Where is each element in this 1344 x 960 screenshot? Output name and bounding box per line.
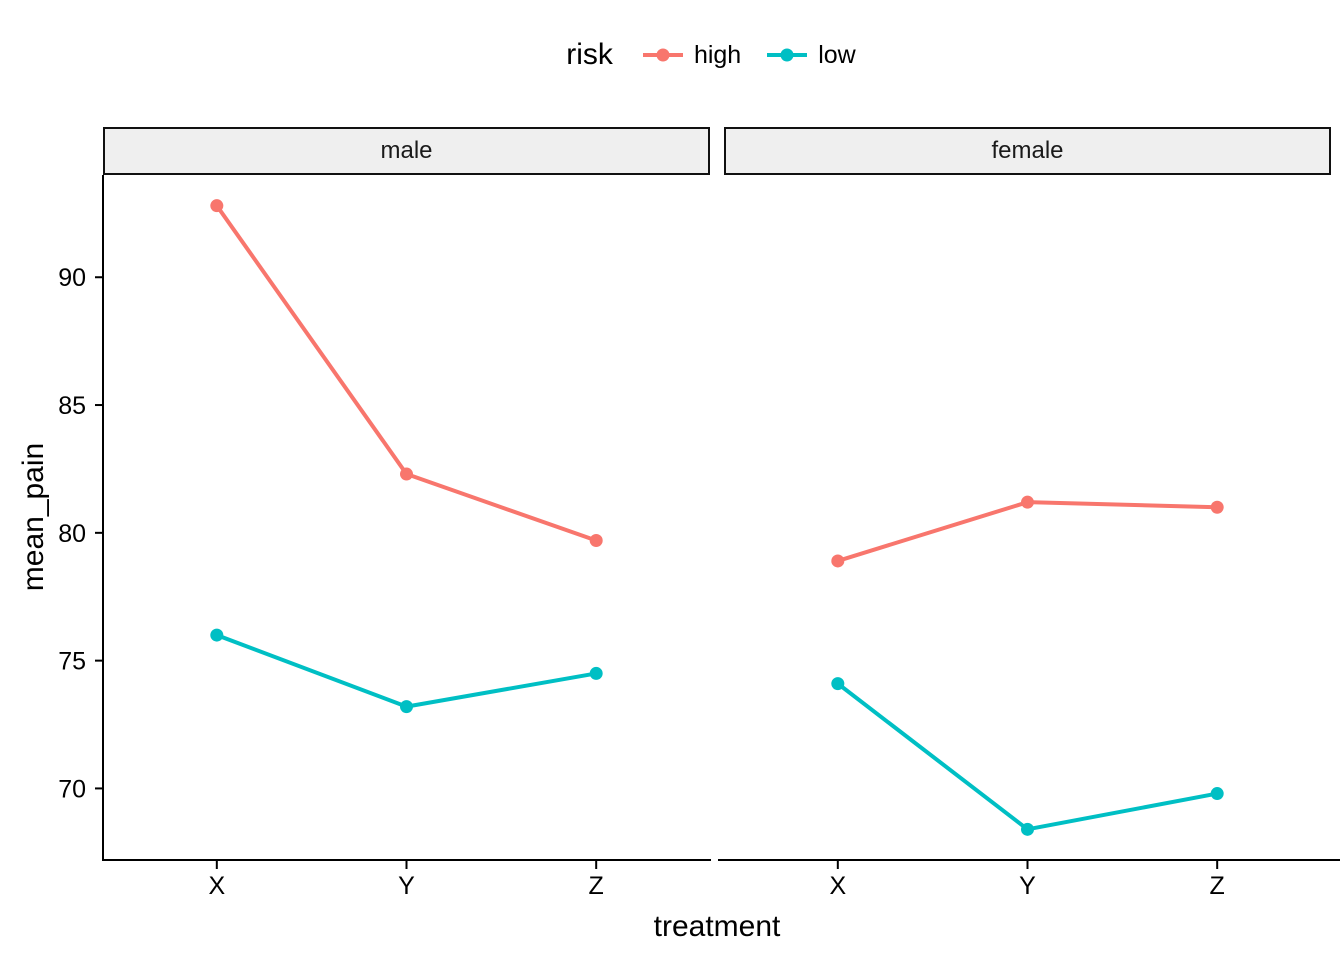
legend-item-low: low [765,41,856,70]
series-line-male-low [216,633,597,709]
legend-key-high-icon [642,48,683,62]
x-tick-label-male-Y: Y [398,872,415,900]
y-tick-label: 70 [58,775,86,803]
facet-strip-female: female [724,127,1331,175]
data-point-male-low-X [210,628,224,642]
legend-key-low-icon [767,48,808,62]
legend-label-high: high [693,40,742,69]
data-point-male-high-Z [589,534,603,548]
facet-strip-male: male [103,127,710,175]
data-point-male-low-Z [589,666,603,680]
legend-item-high: high [641,41,741,70]
series-line-female-low [836,682,1218,832]
x-tick-label-male-Z: Z [589,872,604,900]
data-point-male-low-Y [400,700,413,714]
series-line-male-high [215,204,597,543]
facet-strip-male-label: male [380,137,433,164]
facet-strip-female-label: female [991,137,1064,164]
data-point-female-high-Z [1210,500,1224,514]
x-tick-label-female-X: X [829,872,846,900]
x-axis-title: treatment [653,910,781,943]
data-point-female-low-Z [1210,787,1224,801]
data-point-male-high-Y [400,467,413,481]
legend-title: risk [566,38,613,71]
y-tick-label: 75 [58,648,86,676]
x-tick-label-female-Y: Y [1019,872,1036,900]
legend-label-low: low [818,40,856,69]
data-point-female-high-Y [1021,495,1034,509]
y-tick-label: 90 [58,264,86,292]
y-tick-label: 85 [58,392,86,420]
series-line-female-high [837,500,1218,563]
y-tick-label: 80 [58,520,86,548]
data-point-female-high-X [831,554,845,568]
x-tick-label-female-Z: Z [1210,872,1225,900]
legend: risk high low [103,28,1331,82]
data-point-female-low-Y [1021,822,1034,836]
data-point-female-low-X [831,677,845,691]
data-point-male-high-X [210,199,224,213]
x-tick-label-male-X: X [208,872,225,900]
